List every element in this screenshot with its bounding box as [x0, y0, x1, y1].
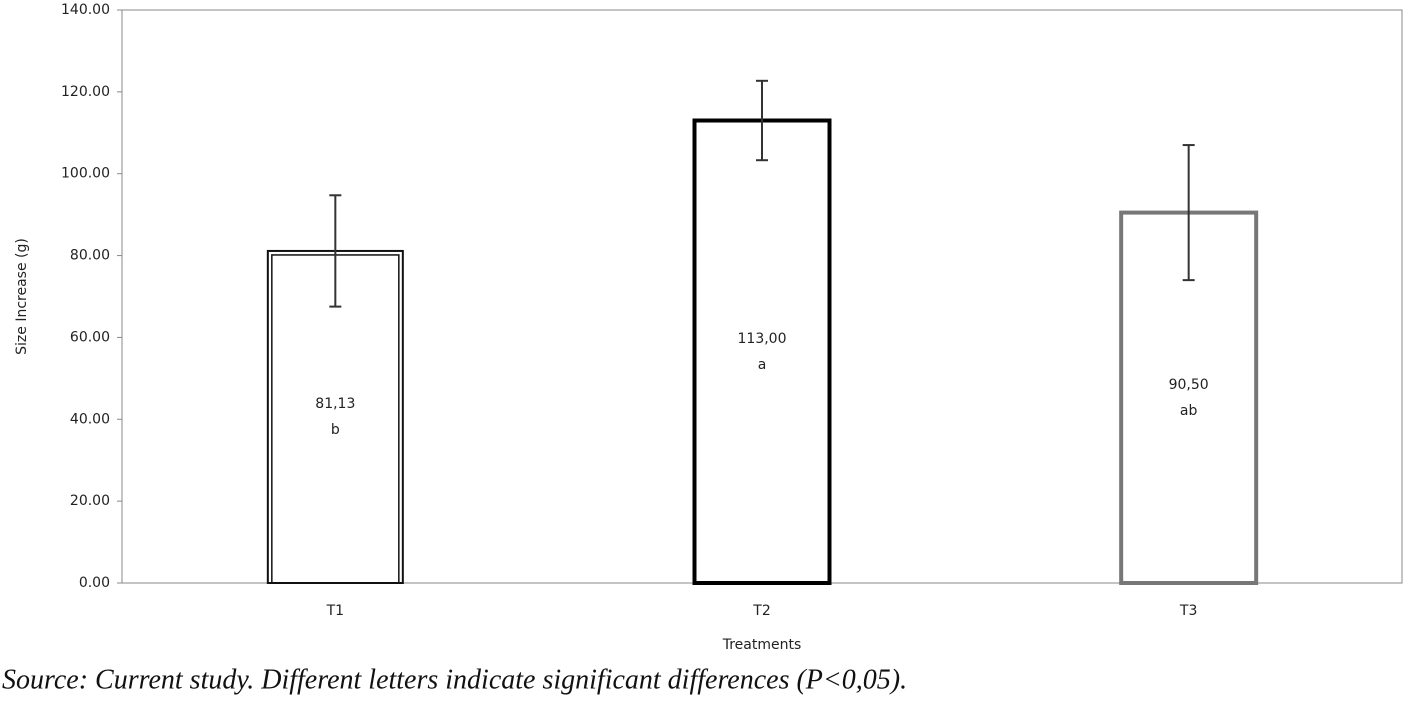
y-tick-label: 0.00 [79, 575, 110, 591]
x-tick-label: T3 [1179, 603, 1197, 619]
y-tick-label: 40.00 [70, 411, 110, 427]
bar [692, 118, 832, 585]
y-axis-title: Size Increase (g) [14, 238, 30, 355]
x-tick-label: T2 [752, 603, 770, 619]
value-label: 113,00 [738, 331, 787, 347]
value-label: 90,50 [1169, 377, 1209, 393]
y-tick-label: 140.00 [61, 2, 110, 18]
y-tick-label: 120.00 [61, 84, 110, 100]
y-tick-label: 60.00 [70, 329, 110, 345]
x-tick-label: T1 [326, 603, 344, 619]
caption: Source: Current study. Different letters… [2, 664, 907, 695]
y-tick-label: 100.00 [61, 166, 110, 182]
group-letter: ab [1180, 403, 1198, 419]
y-tick-label: 20.00 [70, 493, 110, 509]
y-tick-label: 80.00 [70, 248, 110, 264]
group-letter: a [758, 357, 767, 373]
x-axis-title: Treatments [722, 637, 802, 653]
value-label: 81,13 [315, 396, 355, 412]
group-letter: b [331, 422, 340, 438]
